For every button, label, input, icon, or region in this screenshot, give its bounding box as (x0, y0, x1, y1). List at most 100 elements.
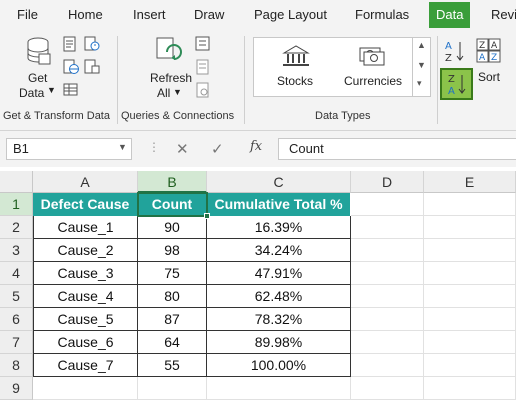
enter-icon[interactable]: ✓ (211, 141, 224, 158)
table-cell[interactable]: 75 (138, 262, 207, 285)
more-options-icon: ⋮ (148, 140, 160, 154)
tab-data[interactable]: Data (429, 2, 471, 28)
stocks-label: Stocks (277, 74, 314, 88)
row-header-1[interactable]: 1 (0, 193, 33, 216)
group-label-queries: Queries & Connections (121, 110, 235, 122)
fill-handle[interactable] (204, 213, 210, 219)
row-header-3[interactable]: 3 (0, 239, 33, 262)
tab-file[interactable]: File (17, 7, 38, 22)
table-cell[interactable]: Cause_1 (33, 216, 138, 239)
tab-insert[interactable]: Insert (133, 7, 166, 22)
row-header-4[interactable]: 4 (0, 262, 33, 285)
table-cell[interactable]: 47.91% (207, 262, 351, 285)
table-cell[interactable]: Cause_5 (33, 308, 138, 331)
svg-text:A: A (479, 53, 486, 63)
select-all-corner[interactable] (0, 171, 33, 193)
queries-connections-icon[interactable] (195, 36, 211, 52)
more-icon[interactable]: ▾ (417, 78, 422, 88)
sort-a-to-z-icon[interactable]: A Z (444, 38, 466, 64)
sort-dialog-icon: Z A A Z (476, 38, 501, 63)
chevron-down-icon[interactable]: ▼ (118, 142, 127, 152)
ribbon-tab-bar: File Home Insert Draw Page Layout Formul… (0, 0, 516, 30)
table-cell[interactable]: 100.00% (207, 354, 351, 377)
row-header-9[interactable]: 9 (0, 377, 33, 400)
table-cell[interactable]: Cause_2 (33, 239, 138, 262)
svg-text:A: A (448, 86, 455, 97)
ribbon-divider (437, 36, 438, 124)
table-cell[interactable]: 78.32% (207, 308, 351, 331)
svg-text:Z: Z (479, 41, 485, 51)
refresh-icon (156, 37, 182, 60)
tab-draw[interactable]: Draw (194, 7, 225, 22)
table-cell[interactable]: 64 (138, 331, 207, 354)
existing-connections-icon[interactable] (84, 59, 100, 75)
svg-text:Z: Z (491, 53, 497, 63)
selected-cell-outline (137, 192, 208, 217)
table-cell[interactable]: Cause_7 (33, 354, 138, 377)
column-header-d[interactable]: D (351, 171, 424, 193)
group-label-get-transform: Get & Transform Data (3, 110, 110, 122)
currencies-icon (359, 47, 385, 66)
row-header-2[interactable]: 2 (0, 216, 33, 239)
row-header-6[interactable]: 6 (0, 308, 33, 331)
column-header-a[interactable]: A (33, 171, 138, 193)
table-header-cell[interactable]: Cumulative Total % (207, 193, 351, 216)
text-csv-icon[interactable] (63, 36, 77, 52)
recent-sources-icon[interactable] (84, 36, 100, 52)
sort-label: Sort (478, 70, 501, 84)
group-label-data-types: Data Types (315, 110, 371, 122)
ribbon: Get Data ▼ Get & Transform Data Refresh … (0, 30, 516, 131)
table-cell[interactable]: 55 (138, 354, 207, 377)
stocks-icon (282, 45, 310, 66)
insert-function-icon[interactable]: fx (250, 139, 263, 154)
table-cell[interactable]: 34.24% (207, 239, 351, 262)
from-web-icon[interactable] (63, 59, 79, 75)
table-cell[interactable]: 87 (138, 308, 207, 331)
get-data-label-2: Data (19, 86, 45, 100)
formula-input[interactable]: Count (278, 138, 516, 160)
table-cell[interactable]: 98 (138, 239, 207, 262)
svg-text:A: A (445, 41, 452, 52)
column-header-c[interactable]: C (207, 171, 351, 193)
table-cell[interactable]: Cause_4 (33, 285, 138, 308)
table-cell[interactable]: 16.39% (207, 216, 351, 239)
row-header-8[interactable]: 8 (0, 354, 33, 377)
sort-z-to-a-button[interactable]: Z A (440, 68, 473, 100)
column-header-e[interactable]: E (424, 171, 516, 193)
database-icon (27, 37, 51, 65)
gridline (33, 399, 516, 400)
edit-links-icon[interactable] (195, 82, 211, 98)
from-table-icon[interactable] (63, 82, 79, 98)
table-cell[interactable]: Cause_3 (33, 262, 138, 285)
properties-icon[interactable] (195, 59, 211, 75)
sort-z-to-a-icon: Z A (448, 74, 466, 97)
refresh-all-label-2: All (157, 86, 171, 100)
name-box[interactable]: B1 (6, 138, 132, 160)
tab-review[interactable]: Revi (491, 7, 516, 22)
table-header-cell[interactable]: Defect Cause (33, 193, 138, 216)
gallery-scroll: ▲ ▼ ▾ (412, 38, 430, 96)
chevron-down-icon: ▼ (47, 85, 56, 95)
currencies-label: Currencies (344, 74, 403, 88)
column-header-b[interactable]: B (138, 171, 207, 193)
tab-page-layout[interactable]: Page Layout (254, 7, 328, 22)
table-cell[interactable]: 62.48% (207, 285, 351, 308)
svg-text:A: A (491, 41, 498, 51)
table-cell[interactable]: 89.98% (207, 331, 351, 354)
gridline (423, 193, 424, 400)
scroll-up-icon[interactable]: ▲ (417, 40, 426, 50)
data-types-gallery: Stocks Currencies ▲ ▼ ▾ (253, 37, 431, 97)
cancel-icon[interactable]: ✕ (176, 141, 189, 158)
refresh-all-label-1: Refresh (150, 71, 193, 85)
table-cell[interactable]: Cause_6 (33, 331, 138, 354)
ribbon-divider (244, 36, 245, 124)
svg-text:Z: Z (445, 53, 452, 64)
table-cell[interactable]: 90 (138, 216, 207, 239)
ribbon-divider (117, 36, 118, 124)
scroll-down-icon[interactable]: ▼ (417, 60, 426, 70)
table-cell[interactable]: 80 (138, 285, 207, 308)
tab-home[interactable]: Home (68, 7, 103, 22)
row-header-5[interactable]: 5 (0, 285, 33, 308)
tab-formulas[interactable]: Formulas (355, 7, 410, 22)
row-header-7[interactable]: 7 (0, 331, 33, 354)
